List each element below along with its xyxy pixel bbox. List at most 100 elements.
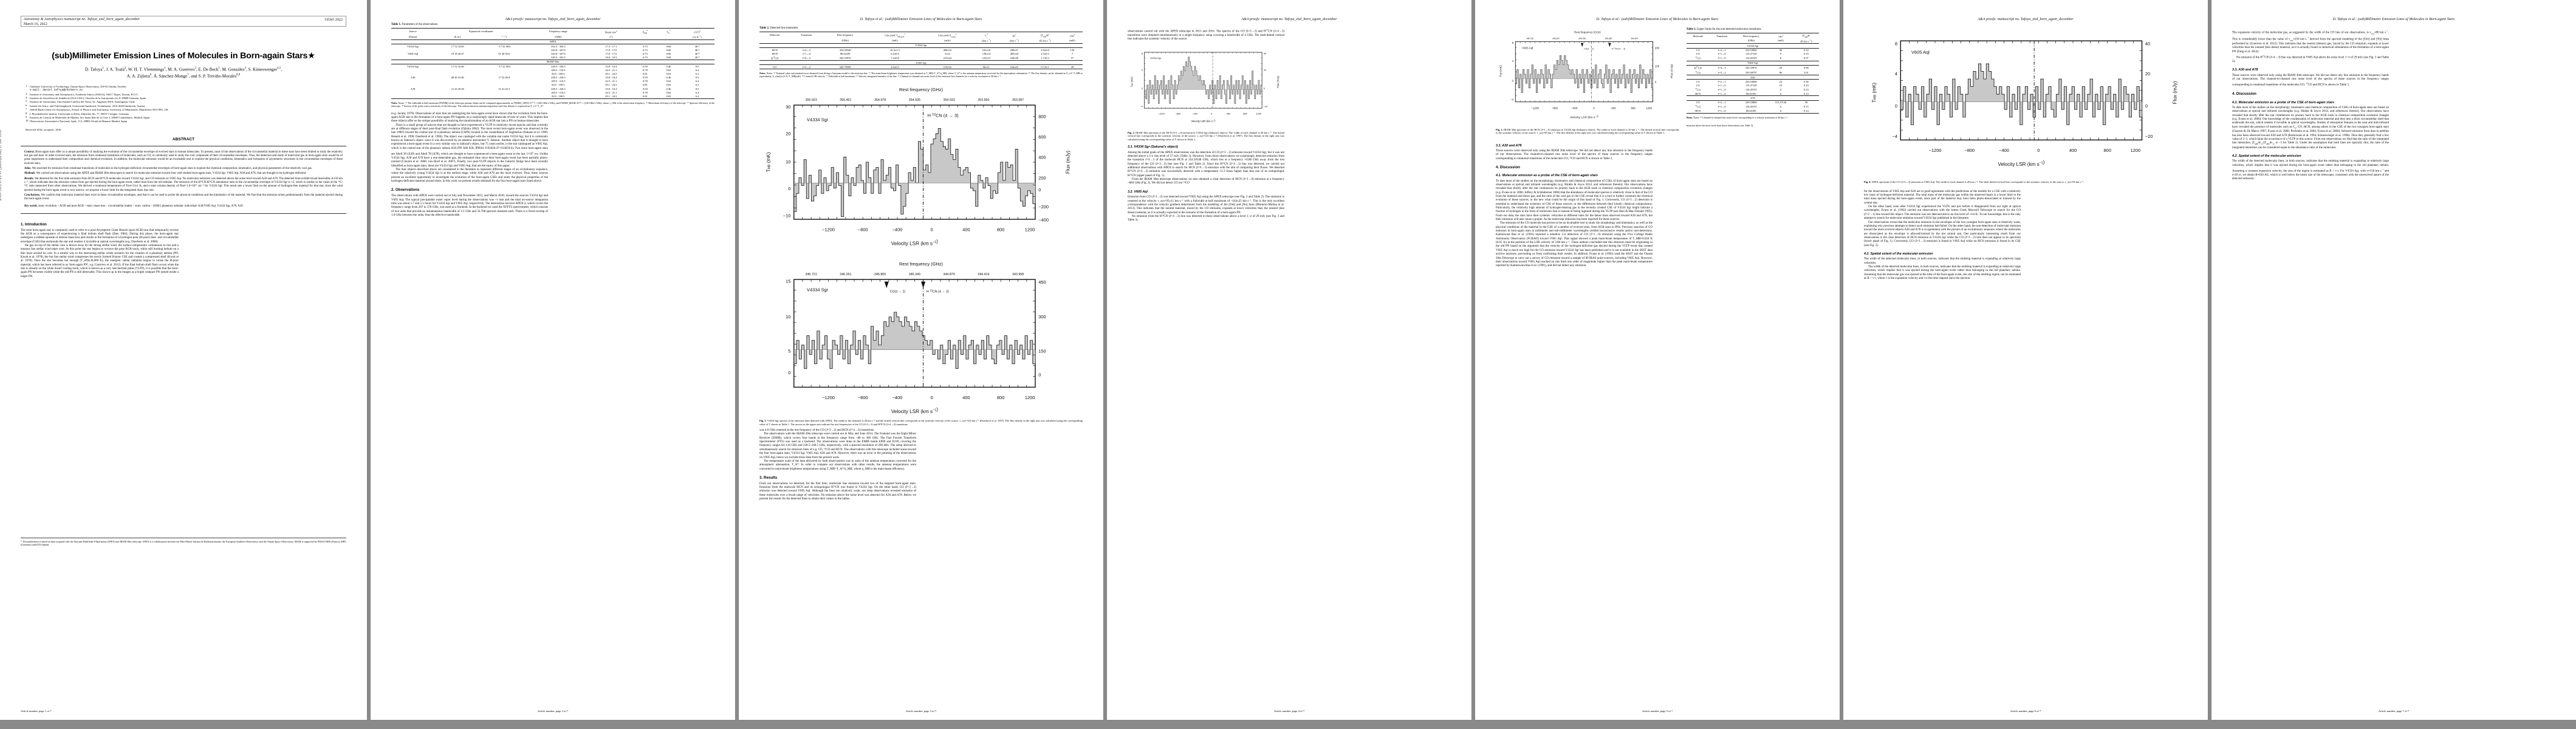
table-row: CO J=2→1 230.53800 115.27120 30 xyxy=(1687,100,1819,104)
svg-text:10: 10 xyxy=(786,314,790,320)
table-cell: 128±14 xyxy=(982,52,991,55)
spectrum-fill xyxy=(793,128,1035,217)
page6-text-1: for the observations of V605 Aql and A30… xyxy=(1864,190,2021,205)
table-row: HCN J=4→3 354.50548 16.3±1.5 490±52 181±16 298… xyxy=(759,47,1083,52)
table1: Source Equatorial coordinates Frequency … xyxy=(391,27,714,99)
table-group-label: IRAM 30m xyxy=(391,59,714,64)
y2-axis-label-f2: Flux (mJy) xyxy=(1276,75,1279,87)
svg-text:−400: −400 xyxy=(1571,107,1578,110)
table-cell: 6 xyxy=(1768,109,1793,114)
page7-text-3: These sources were observed only using t… xyxy=(2232,74,2389,87)
table-cell: HCN xyxy=(772,52,778,55)
sec32-paragraph-2: No emission from the H¹³CN (J=4→3) line … xyxy=(1128,214,1284,222)
table-group-label: V605 Aql xyxy=(1686,60,1819,66)
table-cell: 230.53800 xyxy=(1745,49,1757,52)
table-cell: CO xyxy=(1696,49,1700,52)
table1-col-gamma: (1/Γ)d xyxy=(680,27,714,35)
abstract-methods-label: Methods. xyxy=(24,172,36,176)
table-cell: 8.5 xyxy=(695,87,699,91)
table-cell: A78 xyxy=(410,87,416,91)
paper-page-1: Astronomy & Astrophysics manuscript no. … xyxy=(0,0,367,720)
table-row: V605 Aql 19 18 20.47 01 46 59.6 343.8 - 347… xyxy=(391,52,714,55)
table2-col-dv: Δvi xyxy=(1000,31,1029,38)
svg-text:355.451: 355.451 xyxy=(840,98,851,102)
table-cell: 6.2 xyxy=(695,72,699,75)
table-cell: 24.5 - 21.1 xyxy=(605,80,617,83)
figure-2-plot: 8 4 0 −4 40 20 0 −20 −1200 xyxy=(1128,45,1284,129)
table-cell: CO xyxy=(1696,52,1700,56)
abstract-conclusions-label: Conclusions. xyxy=(24,193,41,197)
table-cell: 19 18 20.47 xyxy=(451,52,464,55)
figure-3-caption-label: Fig. 3. xyxy=(1496,128,1503,131)
keywords-text: stars: evolution – AGB and post-AGB – st… xyxy=(38,205,243,208)
abstract-aims-text: We searched for emission from rotational… xyxy=(32,167,313,171)
figure-4-caption-text: APEX spectrum of the CO (J=3→2) emission… xyxy=(1871,180,2084,184)
table-row: 13CO J=3→2 330.58797 86 2.01 xyxy=(1687,70,1819,75)
observations-paragraph-4: The temperature scale of the data delive… xyxy=(759,459,916,471)
svg-text:−800: −800 xyxy=(858,227,868,233)
table-cell: J=1→0 xyxy=(1718,52,1726,56)
table2-caption: Table 2. Detected line intensities xyxy=(759,27,1083,30)
table-row: HCN J=1→0 88.63185 6.2±0.4 31±2 128±14 405±34 2… xyxy=(759,52,1083,55)
table-cell: 6.4 xyxy=(695,68,699,72)
svg-text:−20: −20 xyxy=(2145,134,2153,139)
table-cell: 345.33976 xyxy=(839,56,851,60)
svg-text:0: 0 xyxy=(2145,103,2148,109)
table-cell: 0.46 xyxy=(666,76,671,80)
table-cell: 6 xyxy=(1780,87,1782,91)
co-marker-arrow-icon xyxy=(884,281,889,289)
svg-text:354.505: 354.505 xyxy=(909,98,920,102)
subsection-heading-a30-a78: 3.3. A30 and A78 xyxy=(1496,143,1522,148)
table-cell: 24.5 - 21.1 xyxy=(605,91,617,94)
table-row: HCN J=1→0 88.63185 6 0.14 xyxy=(1687,92,1819,96)
h13cn-marker-arrow-icon xyxy=(921,281,926,289)
table-row: CO J=3→2 345.79599 4.0±0.5 119±16 96±11 164±25… xyxy=(759,64,1083,70)
table3-extra-text: emission above the noise level from thes… xyxy=(1686,123,1754,127)
table3-caption-label: Table 3. xyxy=(1686,28,1696,31)
table-cell: 228.5 - 236.5 xyxy=(551,76,566,80)
axis-ticks xyxy=(793,279,1036,388)
y-axis-label-f2: TMB (mK) xyxy=(1130,76,1133,87)
section-heading-discussion-p7: 4. Discussion xyxy=(2232,92,2256,97)
table-cell: 164±25 xyxy=(1000,64,1029,70)
table-row: 100.5 - 116.5 24.5 - 21.1 0.78 0.62 6.4 xyxy=(391,80,714,83)
svg-text:353.560: 353.560 xyxy=(978,98,989,102)
svg-text:400: 400 xyxy=(2069,148,2077,153)
svg-text:0: 0 xyxy=(1655,80,1657,83)
spectrum-svg-fig3: Rest frequency (GHz) 346.718 346.257 345… xyxy=(1499,31,1674,120)
left-tick-labels-f4: 8 4 0 −4 xyxy=(1892,41,1897,139)
table1-notes-text: Notes. ⁽ᵃ⁾ The fullwidth at half maximum… xyxy=(391,101,715,108)
running-head-page6: A&A proofs: manuscript no. Tafoya_etal_b… xyxy=(1978,18,2074,21)
x-axis-label-f3: Velocity LSR (km s−1) xyxy=(1570,114,1598,119)
sec32-paragraph-1: Emission from CO (J=3→2) was detected to… xyxy=(1128,196,1284,214)
table-row: 13CO J=1→0 110.20135 6 0.07 xyxy=(1687,56,1819,61)
abstract-heading: ABSTRACT xyxy=(172,137,195,142)
table-cell: 345.79599 xyxy=(823,64,868,70)
table-cell: 119±16 xyxy=(922,64,973,70)
table-cell: 228.5 - 236.5 xyxy=(551,87,566,91)
affiliation-item: Instituto de Astrofísica de Andalucía (I… xyxy=(26,96,146,100)
left-tick-labels-f3: 8 4 0 −4 xyxy=(1510,41,1514,101)
table2-col-snu: Line peak Sν,peakg xyxy=(922,31,973,38)
svg-text:0: 0 xyxy=(788,370,790,375)
svg-text:800: 800 xyxy=(1038,114,1046,120)
table-cell: 88.63185 xyxy=(1746,92,1756,95)
table1-col-beam: Beam sizea xyxy=(589,27,634,35)
table-cell: CO xyxy=(1696,84,1700,87)
table-group-row: V605 Aql xyxy=(759,60,1083,66)
svg-text:−400: −400 xyxy=(892,395,903,400)
subsection-heading-spatial-extent: 4.2. Spatial extent of the molecular emi… xyxy=(1864,252,1933,256)
table1-caption: Table 1. Parameters of the observations xyxy=(391,23,714,26)
svg-text:4: 4 xyxy=(1142,69,1143,71)
table-cell: 0.46 xyxy=(666,87,671,91)
figure-1: Rest frequency (GHz) 355.923 355.451 354… xyxy=(759,81,1083,426)
table-row: CO J=2→1 230.53800 30 0.33 xyxy=(1687,48,1819,52)
table-cell: J=4→3 xyxy=(1718,66,1726,70)
running-head-page5: D. Tafoya et al.: (sub)Millimeter Emissi… xyxy=(1596,18,1719,21)
table-row: 84.5 - 100.5 29.1 - 24.5 0.81 0.63 6.2 xyxy=(391,94,714,99)
co-marker-arrow-icon-f3 xyxy=(1581,43,1584,47)
table-cell: −17 41 08.0 xyxy=(498,44,511,48)
article-number-label: Article number, page 4 of 7 xyxy=(1273,710,1305,713)
table-cell: 6.2±0.4 xyxy=(891,52,899,55)
